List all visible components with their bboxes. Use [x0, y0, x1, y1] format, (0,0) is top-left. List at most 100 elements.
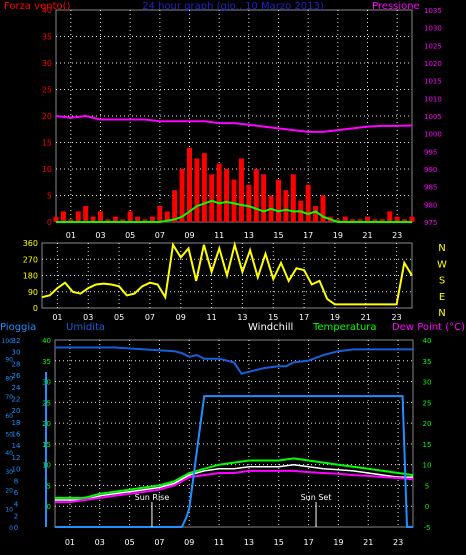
wind-gust-bar [224, 169, 230, 222]
temp-panel-xtick: 13 [244, 538, 254, 547]
wind-gust-bar [379, 219, 385, 222]
wind-gust-bar [142, 219, 148, 222]
wind-panel-xtick: 21 [362, 231, 372, 240]
pressure-ytick: 1030 [424, 25, 442, 33]
pressure-ytick: 1000 [424, 131, 442, 139]
temp-ytick: 0 [47, 503, 51, 511]
wind-gust-bar [305, 184, 311, 222]
wind-axis-label: Forza vento() [4, 1, 71, 12]
wind-gust-bar [394, 216, 400, 222]
direction-panel-xtick: 05 [114, 313, 124, 322]
pressure-ytick: 1015 [424, 78, 442, 86]
chart-title: 24 hour graph (gio., 10 Marzo 2013) [142, 1, 324, 12]
legend-label: Dew Point (°C) [392, 322, 465, 333]
temp-panel-xtick: 09 [184, 538, 194, 547]
pressure-ytick: 1025 [424, 42, 442, 50]
wind-gust-bar [105, 219, 111, 222]
wind-gust-bar [335, 219, 341, 222]
wind-gust-bar [261, 174, 267, 222]
humidity-ytick: 20 [5, 488, 13, 495]
direction-panel-xtick: 01 [52, 313, 62, 322]
wind-gust-bar [201, 153, 207, 222]
wind-panel-xtick: 03 [95, 231, 105, 240]
wind-gust-bar [135, 216, 141, 222]
temp-ytick: 35 [42, 358, 51, 366]
sun-annotation: Sun Rise [135, 493, 170, 502]
temperature-line [55, 457, 414, 499]
wind-gust-bar [350, 219, 356, 222]
humidity-ytick: 10 [5, 506, 13, 513]
wind-ytick: 20 [42, 112, 52, 121]
temp-right-ytick: 20 [423, 420, 432, 428]
rain-ytick: 8 [14, 477, 18, 485]
temp-right-ytick: 30 [423, 379, 432, 387]
wind-gust-bar [172, 190, 178, 222]
rain-ytick: 20 [12, 407, 21, 415]
temp-ytick: 40 [42, 337, 51, 345]
wind-gust-bar [276, 179, 281, 222]
wind-gust-bar [53, 216, 59, 222]
wind-gust-bar [127, 211, 133, 222]
rain-ytick: 14 [12, 442, 21, 450]
compass-label: N [438, 243, 445, 254]
pressure-axis-label: Pressione [372, 1, 420, 12]
humidity-ytick: 60 [5, 413, 13, 420]
temp-panel-xtick: 05 [124, 538, 134, 547]
rain-ytick: 16 [12, 431, 21, 439]
temp-right-ytick: 10 [423, 462, 432, 470]
rain-ytick: 4 [14, 501, 19, 509]
temp-right-ytick: 35 [423, 358, 432, 366]
temp-panel-xtick: 17 [303, 538, 313, 547]
direction-panel-xtick: 03 [83, 313, 93, 322]
direction-panel-xtick: 09 [176, 313, 186, 322]
dewpoint-line [55, 469, 414, 504]
humidity-ytick: 80 [5, 375, 13, 382]
temp-panel-frame [54, 339, 414, 528]
rain-ytick: 32 [12, 337, 21, 345]
direction-ytick: 90 [28, 288, 38, 297]
wind-gust-bar [409, 216, 415, 222]
compass-label: N [438, 308, 445, 319]
wind-gust-bar [164, 211, 170, 222]
temp-panel-xtick: 21 [363, 538, 373, 547]
rain-ytick: 22 [12, 395, 21, 403]
wind-panel-xtick: 15 [273, 231, 283, 240]
temp-panel-xtick: 23 [393, 538, 403, 547]
pressure-ytick: 1005 [424, 113, 442, 121]
wind-ytick: 30 [42, 59, 52, 68]
temp-right-ytick: -5 [424, 524, 431, 532]
humidity-line [55, 346, 413, 375]
direction-ytick: 270 [23, 255, 38, 264]
direction-ytick: 180 [23, 272, 38, 281]
wind-gust-bar [157, 206, 163, 222]
wind-gust-bar [112, 216, 118, 222]
wind-panel-xtick: 05 [125, 231, 135, 240]
temp-panel-xtick: 19 [333, 538, 343, 547]
temp-right-ytick: 0 [425, 503, 429, 511]
wind-panel-xtick: 17 [303, 231, 313, 240]
wind-gust-bar [75, 211, 81, 222]
pressure-ytick: 1035 [424, 7, 442, 15]
wind-gust-bar [357, 219, 363, 222]
direction-panel-xtick: 21 [361, 313, 371, 322]
wind-gust-bar [372, 219, 378, 222]
rain-ytick: 30 [12, 349, 21, 357]
rain-ytick: 2 [14, 512, 18, 520]
temp-right-ytick: 25 [423, 399, 432, 407]
temp-panel-xtick: 11 [214, 538, 224, 547]
wind-gust-bar [90, 216, 96, 222]
direction-panel-xtick: 13 [237, 313, 247, 322]
rain-ytick: 6 [14, 489, 19, 497]
humidity-ytick: 70 [5, 394, 13, 401]
direction-panel-xtick: 11 [206, 313, 216, 322]
wind-gust-bar [290, 174, 296, 222]
wind-gust-bar [253, 169, 259, 222]
legend-label: Temperatura [312, 322, 377, 333]
wind-panel-xtick: 19 [333, 231, 343, 240]
sun-annotation: Sun Set [301, 493, 332, 502]
wind-gust-bar [246, 184, 252, 222]
rain-ytick: 28 [12, 360, 21, 368]
direction-ytick: 360 [23, 239, 38, 248]
